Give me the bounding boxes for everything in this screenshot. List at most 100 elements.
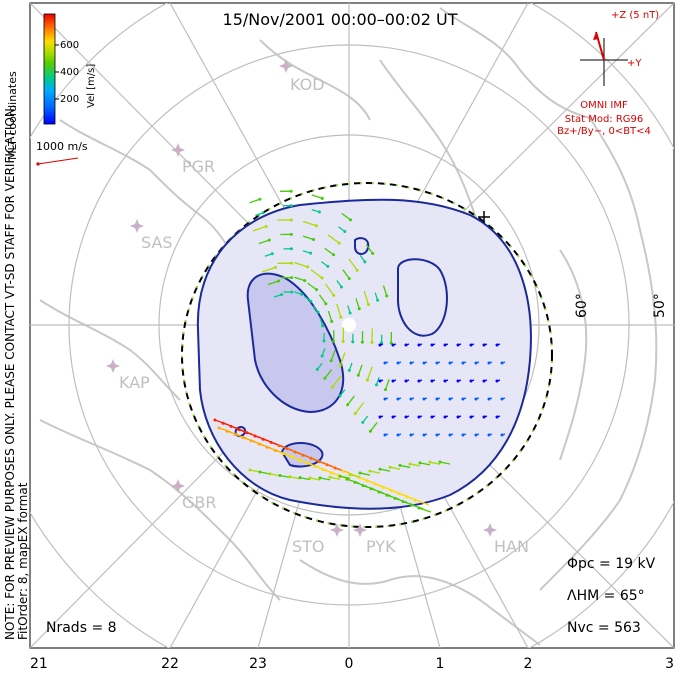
velocity-vector-origin — [320, 276, 324, 280]
velocity-vector-origin — [391, 343, 395, 347]
velocity-vector — [279, 474, 291, 479]
velocity-vector-origin — [385, 493, 389, 497]
pole-marker — [342, 318, 356, 332]
velocity-vector — [439, 461, 451, 465]
velocity-vector-origin — [443, 343, 447, 347]
velocity-vector — [347, 395, 355, 406]
velocity-vector-origin — [391, 415, 395, 419]
imf-source: OMNI IMF — [580, 100, 628, 111]
velocity-vector — [294, 261, 308, 268]
velocity-vector — [249, 469, 261, 473]
velocity-vector-origin — [309, 456, 313, 460]
mlt-tick-21: 21 — [30, 656, 48, 672]
mlt-tick-1: 1 — [436, 656, 445, 672]
velocity-vector-origin — [373, 482, 377, 486]
velocity-vector-origin — [368, 469, 372, 473]
velocity-vector-origin — [487, 361, 491, 365]
station-marker-pgr — [171, 143, 185, 157]
velocity-vector-origin — [495, 343, 499, 347]
station-marker-han — [483, 523, 497, 537]
velocity-vector — [365, 244, 374, 254]
velocity-vector-origin — [409, 503, 413, 507]
n-rads-text: Nrads = 8 — [46, 620, 117, 636]
velocity-vector-origin — [404, 379, 408, 383]
velocity-vector-origin — [393, 496, 397, 500]
velocity-vector-origin — [278, 473, 282, 477]
velocity-vector — [366, 366, 373, 381]
velocity-vector-origin — [314, 224, 318, 228]
velocity-vector — [302, 220, 317, 227]
velocity-vector-origin — [456, 379, 460, 383]
velocity-vector-origin — [388, 465, 392, 469]
velocity-vector-origin — [332, 293, 336, 297]
velocity-vector-origin — [369, 487, 373, 491]
radar-stations: KOD PGR SAS KAP GBR STO PYK HAN — [106, 59, 529, 556]
velocity-vector-origin — [469, 415, 473, 419]
velocity-vector-origin — [338, 474, 342, 478]
velocity-vector — [267, 280, 279, 286]
velocity-vector-origin — [300, 292, 304, 296]
velocity-vector-origin — [288, 475, 292, 479]
velocity-vector-origin — [380, 341, 384, 345]
velocity-vector-origin — [333, 466, 337, 470]
velocity-vector-origin — [330, 320, 334, 324]
velocity-vector-origin — [413, 498, 417, 502]
velocity-vector-origin — [469, 379, 473, 383]
velocity-vector-origin — [322, 339, 326, 343]
velocity-vector-origin — [316, 310, 320, 314]
velocity-vector-origin — [443, 415, 447, 419]
velocity-vector-origin — [289, 189, 293, 193]
velocity-vector-origin — [261, 211, 265, 215]
velocity-vector — [379, 468, 391, 472]
hmb-latitude: ΛHM = 65° — [567, 588, 645, 604]
velocity-vector-origin — [356, 373, 360, 377]
velocity-vector-origin — [301, 453, 305, 457]
velocity-vector-origin — [277, 444, 281, 448]
velocity-vector-origin — [495, 415, 499, 419]
velocity-vector-origin — [385, 294, 389, 298]
velocity-vector-origin — [290, 276, 294, 280]
velocity-vector-origin — [225, 429, 229, 433]
velocity-vector-origin — [430, 415, 434, 419]
velocity-vector-origin — [409, 397, 413, 401]
velocity-vector — [355, 298, 360, 309]
velocity-vector-origin — [317, 210, 321, 214]
map-statistics: Φpc = 19 kV ΛHM = 65° Nvc = 563 Nrads = … — [46, 556, 656, 636]
mlt-tick-22: 22 — [161, 656, 179, 672]
velocity-vector-origin — [365, 378, 369, 382]
imf-y-label: +Y — [627, 58, 642, 69]
velocity-vector-origin — [461, 433, 465, 437]
scale-vector: 1000 m/s — [36, 140, 88, 166]
station-marker-gbr — [171, 479, 185, 493]
velocity-vector-origin — [289, 247, 293, 251]
velocity-vector — [327, 234, 340, 244]
velocity-vector-origin — [461, 397, 465, 401]
velocity-vector-origin — [377, 490, 381, 494]
latitude-label-50: 50° — [652, 293, 668, 318]
velocity-vector-origin — [409, 361, 413, 365]
velocity-vector-origin — [289, 204, 293, 208]
station-marker-sto — [330, 523, 344, 537]
velocity-vector-origin — [482, 379, 486, 383]
velocity-vector — [363, 290, 370, 305]
station-label-sto: STO — [292, 537, 325, 556]
imf-clock: +Z (5 nT) +Y OMNI IMF Stat Mod: RG96 Bz+… — [557, 10, 659, 137]
velocity-vector — [324, 369, 333, 379]
velocity-vector-origin — [396, 361, 400, 365]
station-label-pgr: PGR — [182, 157, 215, 176]
velocity-vector-origin — [297, 458, 301, 462]
velocity-vector — [384, 379, 390, 390]
station-marker-kod — [279, 59, 293, 73]
velocity-vector-origin — [500, 361, 504, 365]
velocity-vector-origin — [341, 469, 345, 473]
velocity-vector-origin — [417, 343, 421, 347]
velocity-vector-origin — [500, 397, 504, 401]
velocity-vector-origin — [361, 484, 365, 488]
velocity-vector — [382, 285, 388, 297]
velocity-vector — [307, 282, 317, 291]
velocity-vector — [324, 247, 334, 256]
velocity-vector-origin — [448, 397, 452, 401]
velocity-vector — [294, 276, 305, 282]
velocity-vector-origin — [384, 388, 388, 392]
velocity-vector-origin — [391, 379, 395, 383]
